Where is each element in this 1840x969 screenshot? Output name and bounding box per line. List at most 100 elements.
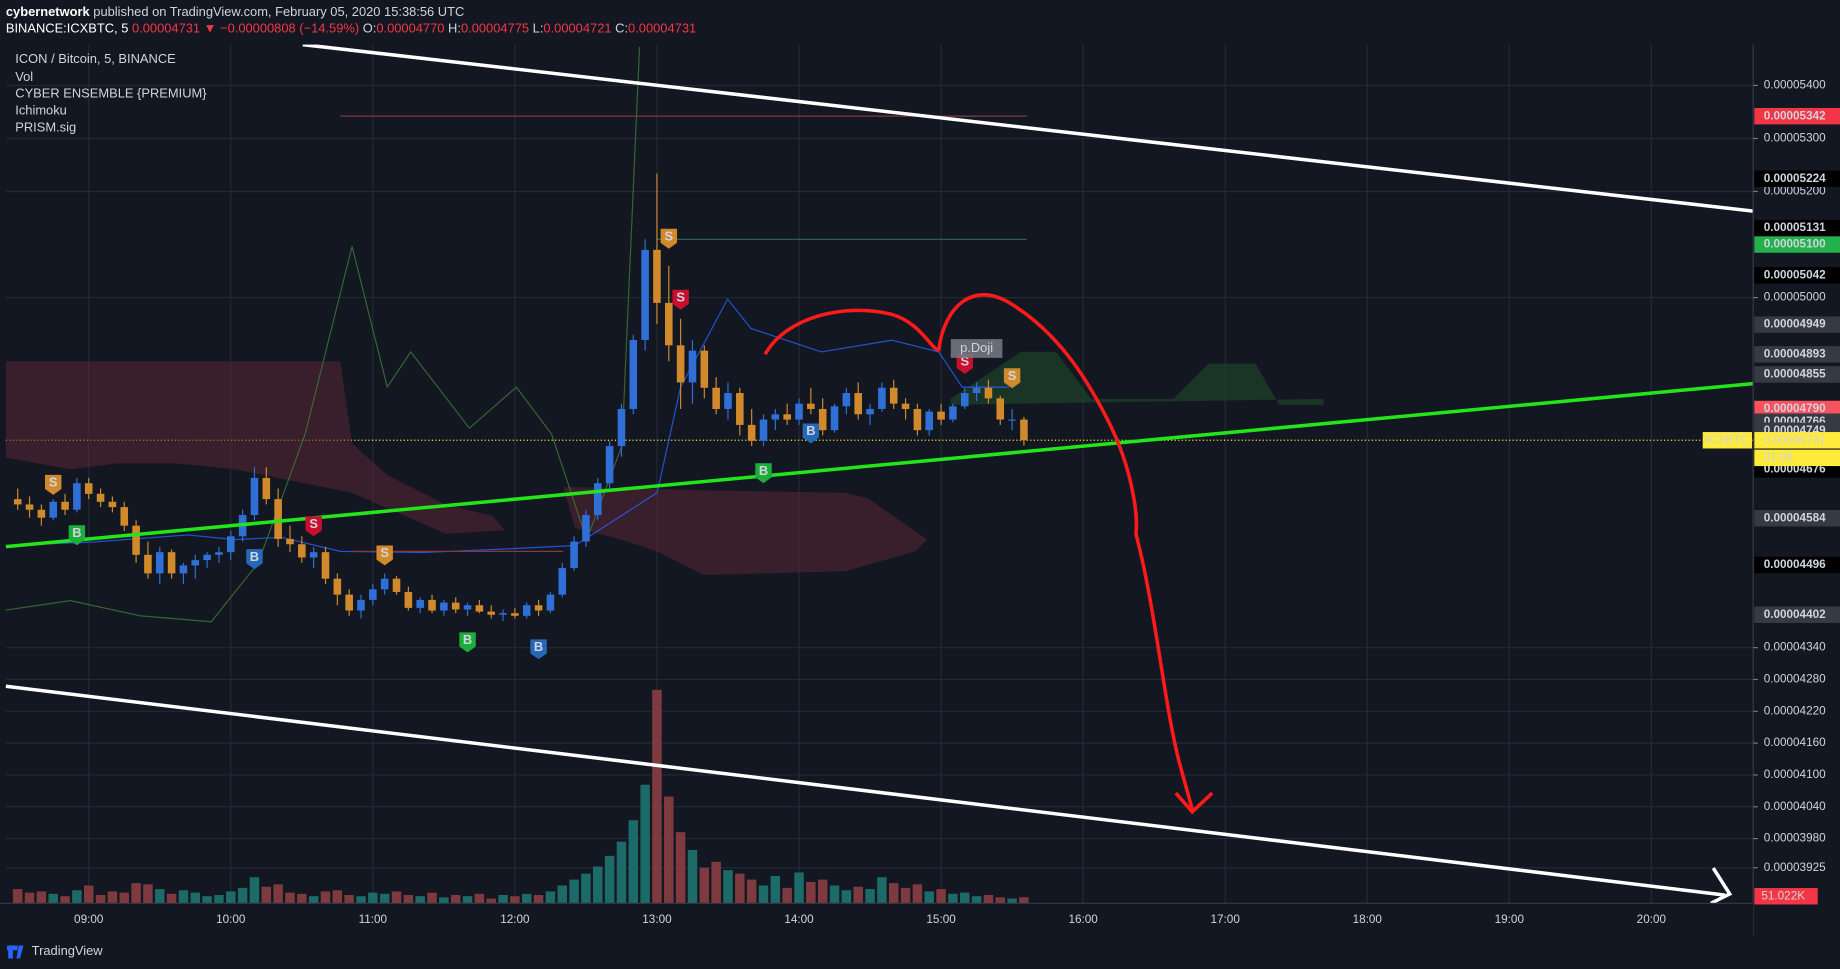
volume-bar [569,879,579,904]
x-tick-label: 15:00 [926,913,956,926]
volume-bar [829,885,840,904]
volume-bar [60,896,70,904]
volume-bar [640,784,650,904]
candle-body [487,611,496,615]
trend-line [5,684,1726,897]
signal-flag [802,423,820,444]
change: −0.00000808 (−14.59%) [220,21,359,36]
x-tick-label: 19:00 [1495,913,1525,926]
trend-line [302,42,1754,213]
volume-bar [983,895,994,904]
header [0,0,1840,45]
volume-bar [971,896,982,904]
signal-flag [672,289,689,310]
candle-body [546,594,555,611]
candle-body [665,302,673,346]
indicator-line [5,46,641,623]
candle-body [866,408,874,415]
volume-bar [332,890,343,904]
candle-body [901,403,910,409]
x-tick-label: 16:00 [1068,913,1098,926]
countdown-box [1754,449,1840,467]
volume-bar [344,895,354,904]
candle-body [179,565,188,574]
footer [0,936,1840,969]
volume-bar [403,895,414,904]
arrow-head [1174,791,1214,815]
candle-body [676,345,685,383]
y-tick-label: 0.00004280 [1764,673,1826,686]
signal-flag [68,525,86,546]
volume-bar [486,898,496,904]
volume-bar [450,895,461,904]
candle-body [558,568,567,595]
y-tick-label: 0.00005400 [1764,79,1826,92]
volume-bar [155,889,165,904]
candle-body [949,406,957,420]
price-label: 0.00004402 [1764,608,1826,621]
price-label: 0.00005131 [1764,221,1826,234]
candle-body [13,499,22,505]
signal-label: S [309,516,318,531]
signal-flag [45,474,62,495]
volume-label-box [1754,888,1818,905]
projection-path [763,293,1194,810]
candle-body [688,350,697,383]
volume-bar [936,889,946,904]
price-axis [1753,44,1840,937]
volume-bar [995,897,1005,904]
volume-bar [320,891,331,904]
signal-label: B [72,525,81,540]
candle-body [736,393,744,425]
candle-body [747,424,756,441]
volume-bar [675,832,686,904]
volume-bar [95,895,106,904]
volume-bar [498,895,508,904]
candle-body [120,507,129,526]
volume-bar [794,872,804,904]
x-tick-label: 11:00 [359,913,388,926]
candle-body [629,340,638,409]
signal-label: B [759,463,768,478]
volume-bar [770,876,781,904]
volume-bar [1019,897,1029,904]
signal-layer: S B B S S B B S S B B S Sp.Doji [45,228,1021,660]
volume-bar [12,889,23,904]
signal-label: S [1008,368,1017,383]
candle-body [700,350,709,388]
last: 0.00004731 [132,21,200,36]
volume-bar [616,841,627,904]
volume-bar [664,796,674,904]
candle-body [333,578,342,595]
candle-body [404,591,413,608]
ohlc-value: 0.00004775 [461,21,529,36]
signal-flag [376,545,393,566]
header-line: cybernetwork published on TradingView.co… [6,4,464,19]
signal-label: B [806,423,815,438]
volume-bar [652,689,662,904]
candle-body [262,477,271,500]
volume-bar [427,892,437,904]
current-price: 0.00004731 [1764,433,1826,446]
axis-layer: 09:00 10:00 11:00 12:00 13:00 14:00 15:00 16:00… [74,79,1840,926]
legend-entry: CYBER ENSEMBLE {PREMIUM} [15,85,207,100]
volume-bar [888,883,899,904]
candle-body [108,501,117,508]
candle-body [309,552,318,558]
volume-label: 51.022K [1761,889,1805,902]
signal-flag [246,549,263,570]
volume-bar [36,891,47,904]
candle-body [369,589,377,600]
volume-bar [190,892,201,904]
candle-body [463,605,472,610]
candle-body [155,552,164,574]
author: cybernetwork [6,4,91,19]
candle-body [215,552,223,555]
volume-bar [462,896,473,904]
candle-body [49,501,58,518]
legend-entry: ICON / Bitcoin, 5, BINANCE [15,51,176,66]
candle-body [617,408,626,447]
candle-body [73,483,81,510]
signal-flag [1003,368,1021,389]
volume-bar [593,866,603,904]
